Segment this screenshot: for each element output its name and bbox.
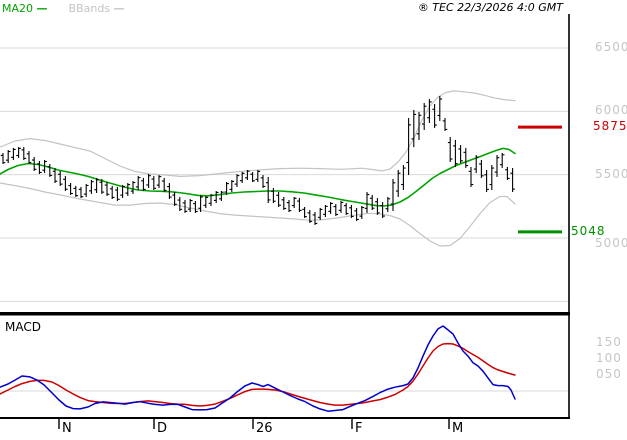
legend-bbands-label: BBands: [68, 2, 111, 15]
level-label: 5048: [571, 223, 606, 238]
legend: MA20 — BBands —: [2, 2, 125, 15]
bollinger-upper-band: [0, 90, 516, 177]
price-axis-label: 6500: [595, 40, 627, 54]
legend-bbands-line-sample: —: [113, 2, 125, 15]
month-label: M: [452, 421, 464, 436]
price-axis-label: 6000: [595, 103, 627, 118]
macd-line: [0, 325, 516, 412]
month-label: 26: [256, 421, 273, 436]
macd-axis-label: 050: [596, 367, 622, 381]
macd-panel-title: MACD: [5, 320, 41, 334]
legend-ma20-line-sample: —: [36, 2, 48, 15]
macd-axis-label: 100: [596, 351, 622, 365]
legend-ma20-label: MA20: [2, 2, 34, 15]
macd-axis-label: 150: [596, 335, 622, 349]
panel-separator: [0, 312, 570, 316]
bollinger-lower-band: [0, 182, 516, 247]
copyright-text: ® TEC 22/3/2026 4:0 GMT: [417, 1, 563, 14]
month-label: D: [157, 421, 168, 436]
macd-signal-line: [0, 342, 516, 407]
month-label: N: [62, 421, 72, 436]
price-axis-label: 5000: [595, 236, 627, 250]
ma20-line: [0, 147, 516, 207]
month-label: F: [355, 421, 363, 436]
level-label: 5875: [593, 119, 627, 134]
price-axis-label: 5500: [595, 166, 627, 181]
